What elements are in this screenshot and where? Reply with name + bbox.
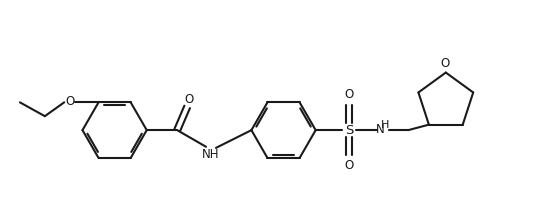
Text: O: O bbox=[440, 57, 449, 70]
Text: O: O bbox=[344, 88, 354, 101]
Text: N: N bbox=[375, 122, 384, 136]
Text: H: H bbox=[381, 120, 389, 130]
Text: O: O bbox=[184, 93, 193, 106]
Text: O: O bbox=[65, 95, 75, 108]
Text: S: S bbox=[345, 124, 353, 137]
Text: NH: NH bbox=[202, 148, 219, 161]
Text: O: O bbox=[344, 159, 354, 172]
